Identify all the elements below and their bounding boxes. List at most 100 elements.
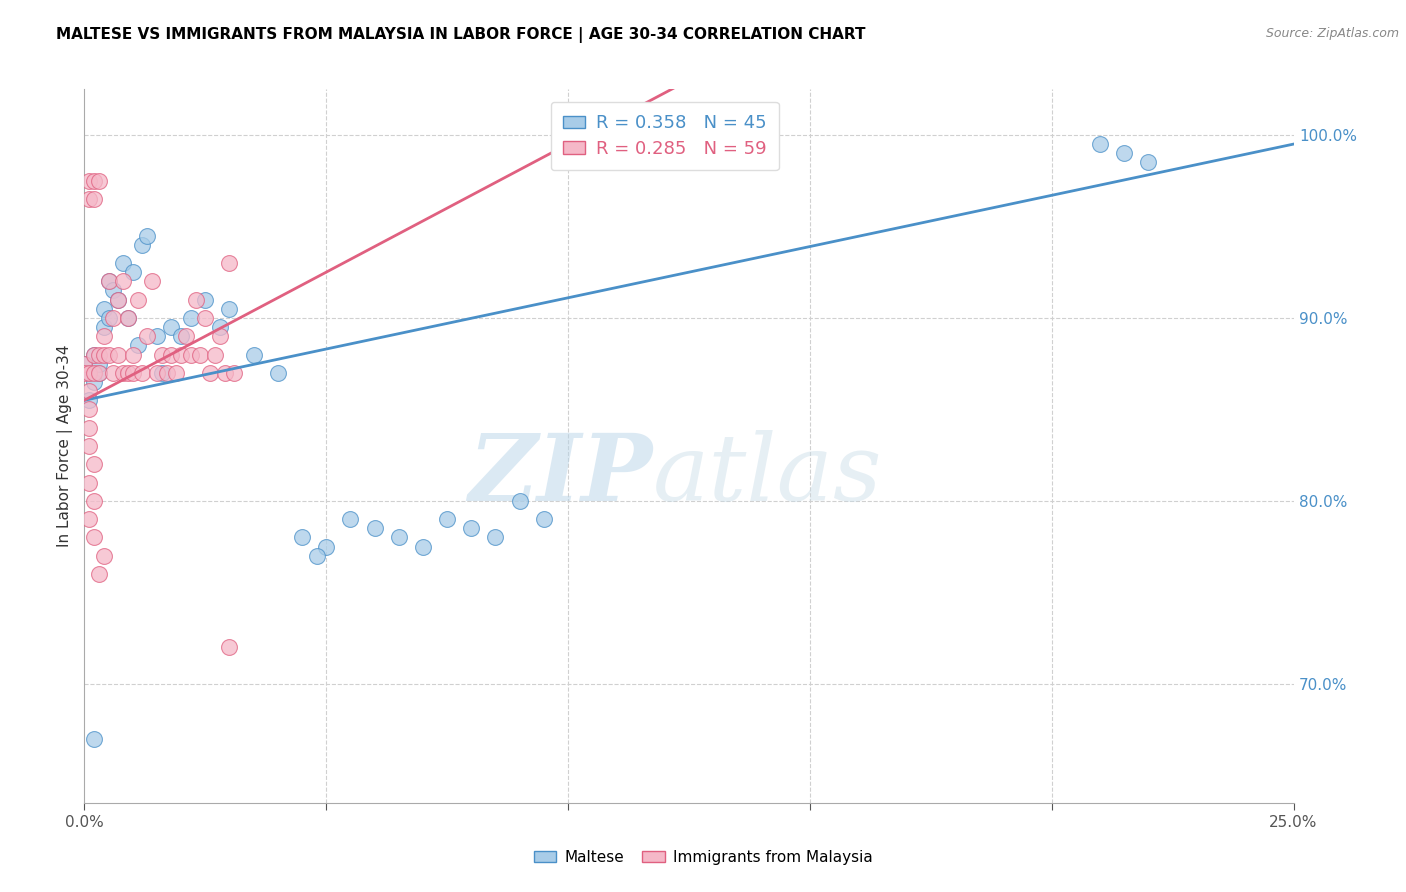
Point bbox=[339, 512, 361, 526]
Point bbox=[224, 366, 246, 380]
Point bbox=[77, 174, 100, 188]
Point bbox=[242, 347, 264, 361]
Point bbox=[77, 402, 100, 417]
Y-axis label: In Labor Force | Age 30-34: In Labor Force | Age 30-34 bbox=[58, 344, 73, 548]
Point bbox=[160, 347, 183, 361]
Point bbox=[93, 329, 115, 343]
Text: MALTESE VS IMMIGRANTS FROM MALAYSIA IN LABOR FORCE | AGE 30-34 CORRELATION CHART: MALTESE VS IMMIGRANTS FROM MALAYSIA IN L… bbox=[56, 27, 866, 43]
Point bbox=[83, 347, 105, 361]
Point bbox=[83, 174, 105, 188]
Point bbox=[194, 310, 217, 325]
Point bbox=[112, 274, 135, 288]
Point bbox=[97, 274, 120, 288]
Point bbox=[77, 512, 100, 526]
Legend: R = 0.358   N = 45, R = 0.285   N = 59: R = 0.358 N = 45, R = 0.285 N = 59 bbox=[551, 102, 779, 170]
Point bbox=[87, 366, 110, 380]
Point bbox=[180, 310, 202, 325]
Point bbox=[103, 310, 125, 325]
Point bbox=[412, 540, 434, 554]
Point bbox=[117, 310, 139, 325]
Point bbox=[1137, 155, 1160, 169]
Point bbox=[83, 192, 105, 206]
Point bbox=[112, 366, 135, 380]
Text: ZIP: ZIP bbox=[468, 430, 652, 519]
Point bbox=[184, 293, 207, 307]
Point bbox=[117, 366, 139, 380]
Text: atlas: atlas bbox=[652, 430, 882, 519]
Point bbox=[103, 284, 125, 298]
Point bbox=[218, 640, 240, 655]
Point bbox=[73, 366, 96, 380]
Point bbox=[460, 521, 482, 535]
Point bbox=[155, 366, 177, 380]
Point bbox=[77, 475, 100, 490]
Point bbox=[107, 293, 129, 307]
Point bbox=[190, 347, 212, 361]
Point bbox=[363, 521, 385, 535]
Point bbox=[315, 540, 337, 554]
Point bbox=[136, 228, 159, 243]
Point bbox=[107, 347, 129, 361]
Point bbox=[208, 320, 231, 334]
Point bbox=[87, 347, 110, 361]
Point bbox=[180, 347, 202, 361]
Point bbox=[131, 366, 153, 380]
Point bbox=[83, 375, 105, 389]
Point bbox=[127, 293, 149, 307]
Point bbox=[103, 366, 125, 380]
Point bbox=[218, 256, 240, 270]
Point bbox=[484, 531, 506, 545]
Point bbox=[388, 531, 411, 545]
Point bbox=[93, 549, 115, 563]
Point bbox=[77, 192, 100, 206]
Point bbox=[77, 366, 100, 380]
Point bbox=[87, 174, 110, 188]
Point bbox=[150, 347, 173, 361]
Point bbox=[83, 347, 105, 361]
Point bbox=[83, 531, 105, 545]
Point bbox=[146, 329, 169, 343]
Point bbox=[127, 338, 149, 352]
Point bbox=[73, 357, 96, 371]
Point bbox=[305, 549, 328, 563]
Point bbox=[107, 293, 129, 307]
Point bbox=[509, 494, 531, 508]
Point bbox=[198, 366, 221, 380]
Point bbox=[73, 357, 96, 371]
Point bbox=[93, 320, 115, 334]
Text: Source: ZipAtlas.com: Source: ZipAtlas.com bbox=[1265, 27, 1399, 40]
Point bbox=[77, 384, 100, 398]
Point bbox=[77, 393, 100, 408]
Point bbox=[136, 329, 159, 343]
Point bbox=[87, 567, 110, 582]
Point bbox=[77, 366, 100, 380]
Point bbox=[170, 329, 193, 343]
Point bbox=[83, 458, 105, 472]
Point bbox=[77, 420, 100, 434]
Point bbox=[121, 366, 143, 380]
Legend: Maltese, Immigrants from Malaysia: Maltese, Immigrants from Malaysia bbox=[527, 844, 879, 871]
Point bbox=[218, 301, 240, 316]
Point bbox=[194, 293, 217, 307]
Point bbox=[267, 366, 290, 380]
Point bbox=[150, 366, 173, 380]
Point bbox=[214, 366, 236, 380]
Point bbox=[83, 494, 105, 508]
Point bbox=[93, 347, 115, 361]
Point bbox=[436, 512, 458, 526]
Point bbox=[97, 347, 120, 361]
Point bbox=[291, 531, 314, 545]
Point bbox=[87, 366, 110, 380]
Point bbox=[141, 274, 163, 288]
Point bbox=[208, 329, 231, 343]
Point bbox=[117, 310, 139, 325]
Point bbox=[97, 310, 120, 325]
Point bbox=[131, 237, 153, 252]
Point bbox=[83, 731, 105, 746]
Point bbox=[121, 265, 143, 279]
Point bbox=[533, 512, 555, 526]
Point bbox=[97, 274, 120, 288]
Point bbox=[1088, 137, 1111, 152]
Point bbox=[165, 366, 187, 380]
Point bbox=[170, 347, 193, 361]
